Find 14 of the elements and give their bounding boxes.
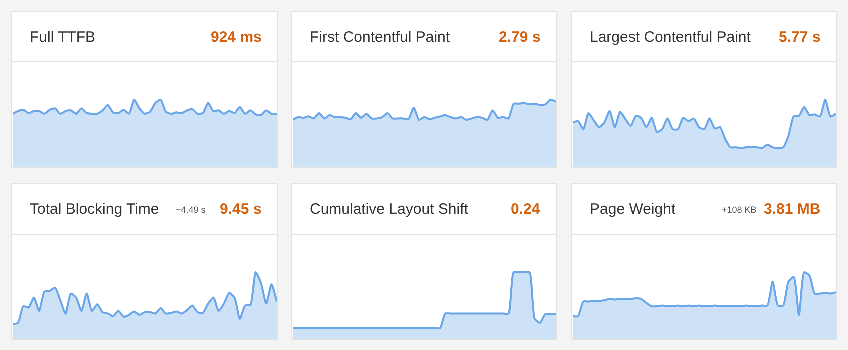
chart-subtitle: 0.24 — [511, 201, 541, 218]
chart-subtitle: 924 ms — [211, 29, 262, 46]
chart-title: Largest Contentful Paint — [590, 29, 752, 46]
text: −4.49 s — [176, 205, 206, 215]
chart-subtitle: 2.79 s — [499, 29, 541, 46]
chart-subtitle: 3.81 MB — [764, 201, 821, 218]
chart-title: Total Blocking Time — [30, 201, 160, 218]
chart-title: First Contentful Paint — [310, 29, 451, 46]
chart-subtitle: 5.77 s — [779, 29, 821, 46]
chart-title: Page Weight — [590, 201, 676, 218]
chart-title: Full TTFB — [30, 29, 96, 46]
chart-title: Cumulative Layout Shift — [310, 201, 470, 218]
chart-subtitle: 9.45 s — [220, 201, 262, 218]
text: +108 KB — [722, 205, 757, 215]
